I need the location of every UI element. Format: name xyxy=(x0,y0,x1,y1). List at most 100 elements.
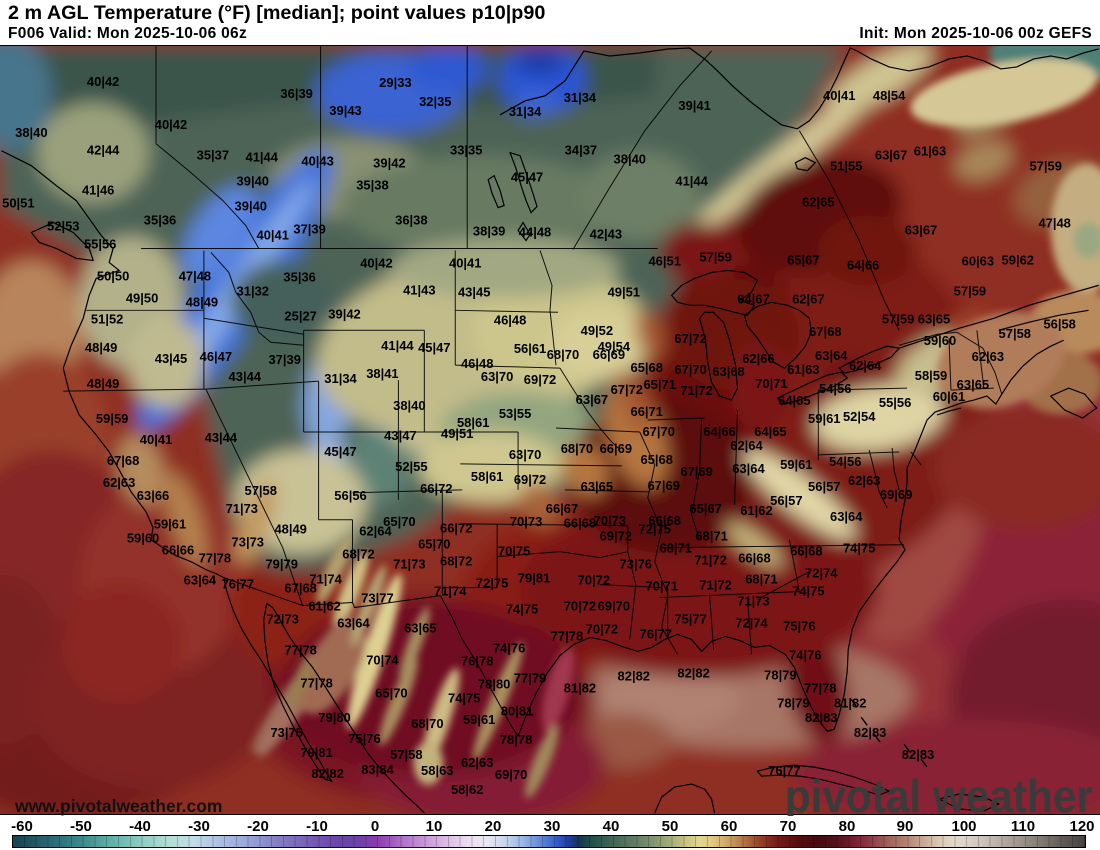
svg-text:67|72: 67|72 xyxy=(674,331,706,346)
svg-text:65|70: 65|70 xyxy=(375,685,407,700)
svg-text:59|61: 59|61 xyxy=(154,517,186,532)
svg-text:39|41: 39|41 xyxy=(678,98,710,113)
svg-text:46|48: 46|48 xyxy=(461,356,493,371)
svg-text:62|63: 62|63 xyxy=(461,755,493,770)
svg-text:63|64: 63|64 xyxy=(337,615,370,630)
svg-text:43|44: 43|44 xyxy=(229,369,262,384)
svg-text:56|58: 56|58 xyxy=(1043,316,1075,331)
svg-text:76|77: 76|77 xyxy=(222,577,254,592)
svg-text:67|68: 67|68 xyxy=(107,453,139,468)
svg-text:63|67: 63|67 xyxy=(576,392,608,407)
svg-text:68|71: 68|71 xyxy=(695,529,727,544)
svg-text:63|65: 63|65 xyxy=(581,479,613,494)
svg-text:63|67: 63|67 xyxy=(905,223,937,238)
svg-text:33|35: 33|35 xyxy=(450,143,482,158)
svg-text:66|68: 66|68 xyxy=(738,551,770,566)
svg-text:59|62: 59|62 xyxy=(1002,252,1034,267)
svg-text:72|74: 72|74 xyxy=(805,566,838,581)
svg-text:57|58: 57|58 xyxy=(245,483,277,498)
svg-text:56|56: 56|56 xyxy=(334,488,366,503)
svg-text:63|65: 63|65 xyxy=(918,311,950,326)
svg-text:65|67: 65|67 xyxy=(787,252,819,267)
svg-text:68|71: 68|71 xyxy=(745,572,777,587)
svg-text:74|75: 74|75 xyxy=(792,584,824,599)
svg-text:32|35: 32|35 xyxy=(419,94,451,109)
svg-text:66|69: 66|69 xyxy=(600,441,632,456)
svg-text:67|69: 67|69 xyxy=(647,478,679,493)
svg-text:53|55: 53|55 xyxy=(499,406,531,421)
svg-text:61|63: 61|63 xyxy=(787,362,819,377)
svg-text:49|52: 49|52 xyxy=(581,323,613,338)
svg-text:61|63: 61|63 xyxy=(914,144,946,159)
svg-text:66|68: 66|68 xyxy=(648,513,680,528)
svg-text:31|32: 31|32 xyxy=(237,283,269,298)
svg-text:66|72: 66|72 xyxy=(420,481,452,496)
svg-text:68|70: 68|70 xyxy=(547,347,579,362)
svg-text:40|41: 40|41 xyxy=(449,255,481,270)
svg-text:65|68: 65|68 xyxy=(640,452,672,467)
svg-text:49|54: 49|54 xyxy=(598,339,631,354)
svg-text:34|37: 34|37 xyxy=(565,143,597,158)
svg-text:63|70: 63|70 xyxy=(509,447,541,462)
svg-text:79|81: 79|81 xyxy=(300,745,332,760)
svg-text:79|79: 79|79 xyxy=(265,557,297,572)
svg-text:56|61: 56|61 xyxy=(514,341,546,356)
svg-text:64|66: 64|66 xyxy=(847,257,879,272)
svg-text:82|82: 82|82 xyxy=(618,668,650,683)
svg-text:62|67: 62|67 xyxy=(792,291,824,306)
svg-text:66|71: 66|71 xyxy=(631,404,663,419)
svg-text:59|61: 59|61 xyxy=(463,712,495,727)
svg-text:57|58: 57|58 xyxy=(999,326,1031,341)
svg-text:58|61: 58|61 xyxy=(457,415,489,430)
svg-text:49|51: 49|51 xyxy=(608,284,640,299)
svg-text:63|68: 63|68 xyxy=(712,364,744,379)
svg-text:48|49: 48|49 xyxy=(85,340,117,355)
svg-text:70|73: 70|73 xyxy=(510,514,542,529)
svg-text:67|69: 67|69 xyxy=(680,464,712,479)
svg-text:52|53: 52|53 xyxy=(47,219,79,234)
svg-text:55|56: 55|56 xyxy=(879,395,911,410)
svg-text:65|68: 65|68 xyxy=(631,360,663,375)
svg-text:78|79: 78|79 xyxy=(764,667,796,682)
svg-text:45|47: 45|47 xyxy=(324,444,356,459)
svg-text:70|73: 70|73 xyxy=(594,513,626,528)
svg-text:52|55: 52|55 xyxy=(395,459,427,474)
svg-text:77|79: 77|79 xyxy=(514,670,546,685)
svg-text:83|84: 83|84 xyxy=(361,762,394,777)
svg-text:74|76: 74|76 xyxy=(789,647,821,662)
svg-text:43|47: 43|47 xyxy=(384,428,416,443)
svg-text:72|75: 72|75 xyxy=(639,522,671,537)
svg-text:81|82: 81|82 xyxy=(834,695,866,710)
svg-text:56|57: 56|57 xyxy=(808,479,840,494)
svg-text:45|47: 45|47 xyxy=(511,170,543,185)
svg-text:77|78: 77|78 xyxy=(300,675,332,690)
svg-text:67|68: 67|68 xyxy=(284,581,316,596)
svg-text:77|78: 77|78 xyxy=(804,680,836,695)
svg-text:60|61: 60|61 xyxy=(933,389,965,404)
svg-text:57|59: 57|59 xyxy=(699,249,731,264)
svg-text:67|70: 67|70 xyxy=(674,362,706,377)
svg-text:48|49: 48|49 xyxy=(186,294,218,309)
svg-text:75|76: 75|76 xyxy=(783,618,815,633)
svg-text:41|44: 41|44 xyxy=(675,174,708,189)
svg-text:57|59: 57|59 xyxy=(1029,159,1061,174)
svg-text:68|72: 68|72 xyxy=(440,554,472,569)
svg-text:62|63: 62|63 xyxy=(103,475,135,490)
svg-text:40|41: 40|41 xyxy=(823,88,855,103)
svg-text:62|63: 62|63 xyxy=(972,349,1004,364)
svg-text:69|69: 69|69 xyxy=(880,487,912,502)
svg-text:62|65: 62|65 xyxy=(802,195,834,210)
svg-text:54|56: 54|56 xyxy=(829,454,861,469)
svg-text:40|42: 40|42 xyxy=(87,74,119,89)
svg-text:66|67: 66|67 xyxy=(546,501,578,516)
svg-text:46|47: 46|47 xyxy=(200,349,232,364)
svg-text:64|66: 64|66 xyxy=(703,424,735,439)
svg-text:58|62: 58|62 xyxy=(451,782,483,797)
svg-text:70|75: 70|75 xyxy=(498,544,530,559)
svg-text:40|42: 40|42 xyxy=(360,255,392,270)
svg-text:76|77: 76|77 xyxy=(639,626,671,641)
svg-text:39|42: 39|42 xyxy=(373,156,405,171)
svg-text:35|36: 35|36 xyxy=(283,269,315,284)
svg-text:61|62: 61|62 xyxy=(308,599,340,614)
svg-text:48|54: 48|54 xyxy=(873,88,906,103)
